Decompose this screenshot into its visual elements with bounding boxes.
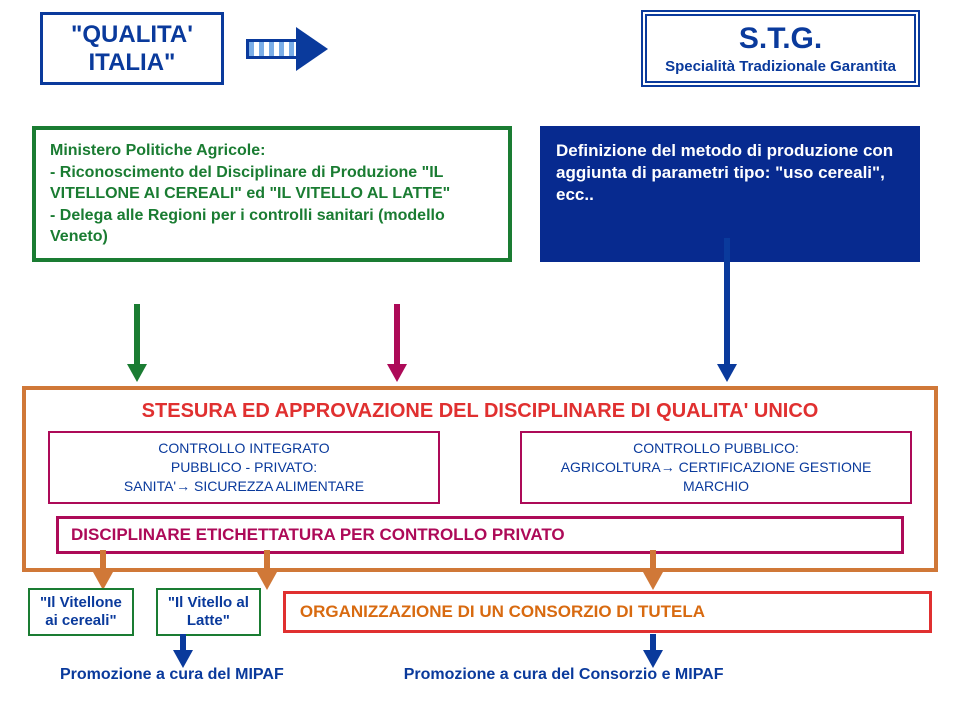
arrow-down-icon — [96, 550, 110, 590]
qualita-italia-box: "QUALITA' ITALIA" — [40, 12, 224, 85]
promo-consorzio: Promozione a cura del Consorzio e MIPAF — [404, 666, 724, 684]
controllo-integrato-box: CONTROLLO INTEGRATO PUBBLICO - PRIVATO: … — [48, 431, 440, 504]
stesura-title: STESURA ED APPROVAZIONE DEL DISCIPLINARE… — [40, 400, 920, 423]
mid-row: Ministero Politiche Agricole: - Riconosc… — [32, 126, 928, 262]
disciplinare-etichettatura-box: DISCIPLINARE ETICHETTATURA PER CONTROLLO… — [56, 516, 904, 554]
stesura-row: CONTROLLO INTEGRATO PUBBLICO - PRIVATO: … — [40, 431, 920, 504]
vitello-tag: "Il Vitello al Latte" — [156, 588, 261, 636]
qualita-l2: ITALIA" — [71, 49, 193, 77]
promo-mipaf: Promozione a cura del MIPAF — [60, 666, 284, 684]
arrow-right-icon — [246, 31, 331, 67]
controllo-pubblico-box: CONTROLLO PUBBLICO: AGRICOLTURA→ CERTIFI… — [520, 431, 912, 504]
stg-subtitle: Specialità Tradizionale Garantita — [665, 58, 896, 75]
top-row: "QUALITA' ITALIA" S.T.G. Specialità Trad… — [0, 10, 960, 87]
arrow-down-icon — [646, 550, 660, 590]
stesura-band: STESURA ED APPROVAZIONE DEL DISCIPLINARE… — [22, 386, 938, 572]
arrow-down-icon — [176, 634, 190, 668]
stg-box: S.T.G. Specialità Tradizionale Garantita — [641, 10, 920, 87]
vitellone-tag: "Il Vitellone ai cereali" — [28, 588, 134, 636]
stg-title: S.T.G. — [665, 22, 896, 56]
ministero-box: Ministero Politiche Agricole: - Riconosc… — [32, 126, 512, 262]
organizzazione-box: ORGANIZZAZIONE DI UN CONSORZIO DI TUTELA — [283, 591, 932, 633]
arrow-down-icon — [720, 238, 734, 384]
qualita-l1: "QUALITA' — [71, 21, 193, 49]
bottom-row-1: "Il Vitellone ai cereali" "Il Vitello al… — [28, 588, 932, 636]
arrow-down-icon — [646, 634, 660, 668]
arrow-down-icon — [130, 304, 144, 384]
arrow-down-icon — [390, 304, 404, 384]
arrow-down-icon — [260, 550, 274, 590]
bottom-row-2: Promozione a cura del MIPAF Promozione a… — [60, 666, 900, 684]
